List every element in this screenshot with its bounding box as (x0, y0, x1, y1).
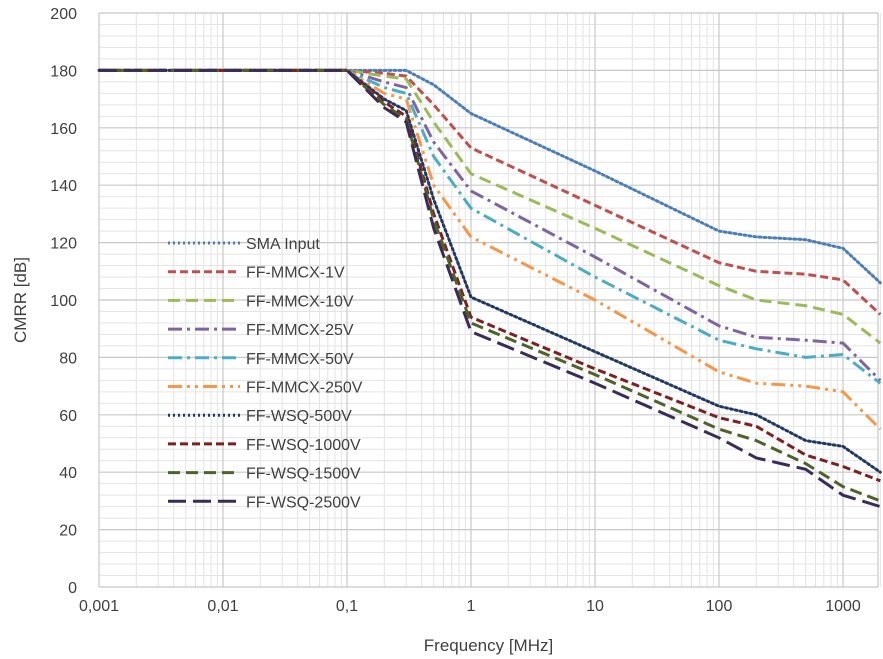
legend-item: FF-MMCX-1V (168, 265, 345, 282)
series-line (99, 68, 881, 483)
legend-label: FF-WSQ-1500V (246, 466, 361, 483)
legend-label: FF-WSQ-2500V (246, 494, 361, 511)
legend-item: FF-MMCX-250V (168, 380, 363, 397)
series-ff-mmcx-1v (99, 68, 882, 316)
series-line (99, 68, 882, 316)
x-tick-label: 0,1 (336, 598, 358, 615)
series-line (99, 68, 882, 431)
tick-labels: 0,001 0,01 0,1 1 10 100 1000 0 20 40 60 80 100 120 140… (50, 6, 861, 615)
y-tick-label: 80 (59, 350, 77, 367)
series-line (99, 68, 881, 503)
x-tick-label: 1 (467, 598, 476, 615)
legend: SMA Input FF-MMCX-1V FF-MMCX-10V FF-MMCX-25… (168, 236, 363, 511)
y-tick-label: 120 (50, 236, 77, 253)
legend-label: SMA Input (246, 236, 320, 253)
x-tick-label: 1000 (825, 598, 861, 615)
y-tick-label: 200 (50, 6, 77, 23)
legend-label: FF-MMCX-250V (246, 380, 363, 397)
legend-label: FF-MMCX-25V (246, 322, 354, 339)
legend-item: FF-MMCX-25V (168, 322, 354, 339)
series-line (99, 68, 882, 345)
legend-item: FF-WSQ-1000V (168, 437, 361, 454)
series-ff-mmcx-50v (99, 68, 882, 385)
legend-item: FF-WSQ-500V (168, 408, 352, 425)
x-axis-title: Frequency [MHz] (424, 636, 553, 655)
y-tick-label: 180 (50, 63, 77, 80)
x-tick-label: 0,001 (79, 598, 119, 615)
x-tick-label: 10 (586, 598, 604, 615)
y-tick-label: 20 (59, 523, 77, 540)
series-line (99, 68, 882, 385)
legend-label: FF-MMCX-50V (246, 351, 354, 368)
series-line (99, 68, 882, 382)
series-line (97, 68, 882, 285)
series-line (97, 68, 882, 474)
legend-label: FF-WSQ-500V (246, 408, 352, 425)
legend-label: FF-MMCX-1V (246, 265, 345, 282)
legend-item: FF-WSQ-2500V (168, 494, 361, 511)
series-ff-wsq-1000v (99, 68, 881, 483)
legend-item: SMA Input (168, 236, 320, 253)
grid-layer (98, 12, 881, 588)
series-ff-wsq-500v (97, 68, 882, 474)
y-axis-title: CMRR [dB] (11, 257, 30, 343)
series-sma-input (97, 68, 882, 285)
legend-item: FF-MMCX-10V (168, 293, 354, 310)
series-ff-mmcx-250v (99, 68, 882, 431)
y-tick-label: 0 (68, 580, 77, 597)
y-tick-label: 60 (59, 408, 77, 425)
series-ff-wsq-1500v (99, 68, 881, 503)
x-tick-label: 100 (706, 598, 733, 615)
y-tick-label: 40 (59, 465, 77, 482)
x-tick-label: 0,01 (207, 598, 238, 615)
series-ff-wsq-2500v (99, 68, 881, 509)
y-tick-label: 160 (50, 121, 77, 138)
legend-label: FF-WSQ-1000V (246, 437, 361, 454)
y-tick-label: 100 (50, 293, 77, 310)
series-ff-mmcx-25v (99, 68, 882, 382)
series-ff-mmcx-10v (99, 68, 882, 345)
legend-item: FF-MMCX-50V (168, 351, 354, 368)
series-layer (97, 68, 882, 509)
legend-label: FF-MMCX-10V (246, 293, 354, 310)
legend-item: FF-WSQ-1500V (168, 466, 361, 483)
y-tick-label: 140 (50, 178, 77, 195)
series-line (99, 68, 881, 509)
